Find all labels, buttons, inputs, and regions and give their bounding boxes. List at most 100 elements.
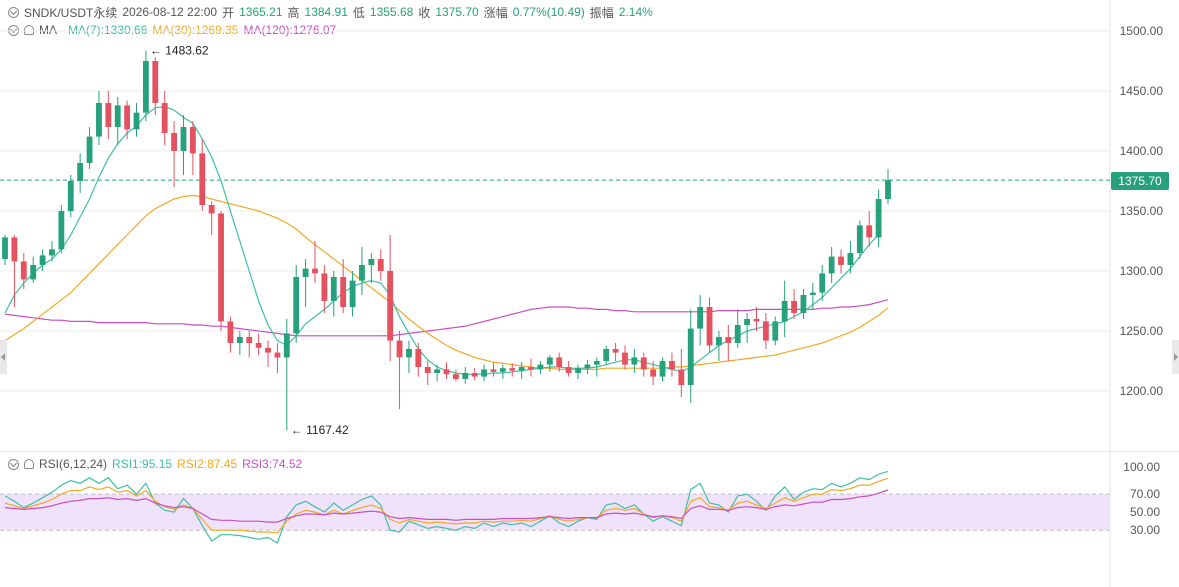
candle <box>396 331 403 409</box>
candle-body <box>424 367 431 373</box>
candle-body <box>359 265 365 281</box>
candle-body <box>669 361 675 370</box>
candle-body <box>697 307 704 329</box>
candle <box>124 100 131 139</box>
candle <box>603 345 610 365</box>
candle-body <box>30 265 37 280</box>
candle <box>847 241 854 274</box>
candlestick-chart[interactable]: 1500.00 1450.00 1400.00 1350.00 1300.00 1250.… <box>0 0 1179 452</box>
candle <box>208 201 215 235</box>
candle-body <box>312 268 318 274</box>
candle <box>424 361 431 385</box>
candle <box>885 169 891 205</box>
candle <box>415 343 422 377</box>
candle-body <box>114 105 121 127</box>
candle-body <box>481 369 487 377</box>
candle <box>875 189 882 247</box>
price-tick-label: 1200.00 <box>1120 384 1164 398</box>
candle-body <box>96 103 102 137</box>
ma-legend: MA MA(7):1330.66 MA(30):1269.35 MA(120):… <box>8 22 341 38</box>
rsi-chart[interactable]: 100.00 70.00 50.00 30.00 <box>0 452 1179 587</box>
candle-body <box>20 261 27 280</box>
candle <box>49 241 55 262</box>
candle-body <box>518 367 525 371</box>
candle <box>142 50 149 121</box>
candle-body <box>584 364 591 369</box>
change-value: 0.77%(10.49) <box>512 5 585 19</box>
candle <box>462 367 469 384</box>
candle <box>359 247 365 295</box>
scroll-right-handle[interactable] <box>1172 340 1179 374</box>
candle-body <box>603 349 610 361</box>
change-label: 涨幅 <box>483 5 508 20</box>
candle <box>218 211 224 331</box>
candle-body <box>631 357 638 365</box>
candle-body <box>800 295 807 313</box>
candle <box>622 345 628 370</box>
candle-body <box>368 259 375 265</box>
scroll-left-handle[interactable] <box>0 340 7 374</box>
rsi-legend: RSI(6,12,24) RSI1:95.15 RSI2:87.45 RSI3:… <box>8 456 307 472</box>
candle <box>255 333 262 355</box>
candle <box>312 241 318 283</box>
candle-body <box>208 205 215 214</box>
candle <box>452 369 459 382</box>
candle <box>321 265 328 313</box>
candle <box>781 280 788 337</box>
candle-body <box>734 325 741 343</box>
amplitude-value: 2.14% <box>618 5 653 19</box>
candle <box>67 175 74 217</box>
rsi-indicator-name[interactable]: RSI(6,12,24) <box>39 457 108 471</box>
candle-body <box>77 163 84 181</box>
rsi3-line <box>4 489 889 523</box>
candle <box>640 352 647 377</box>
candle-body <box>612 349 619 353</box>
candle-body <box>67 181 74 211</box>
ma30-legend: MA(30):1269.35 <box>152 23 239 37</box>
candle-body <box>885 180 891 199</box>
candle <box>631 349 638 373</box>
candle <box>274 343 281 373</box>
candle-body <box>687 328 694 385</box>
candle-body <box>772 321 779 341</box>
candle-body <box>725 337 732 343</box>
candle <box>669 352 675 377</box>
ma7-line <box>4 105 880 375</box>
candle-body <box>847 253 854 265</box>
candle <box>809 283 816 310</box>
candle-body <box>593 361 600 365</box>
candle-body <box>406 349 412 358</box>
candle <box>377 249 384 281</box>
candle <box>199 139 206 211</box>
candle <box>546 355 553 372</box>
candle-body <box>650 369 657 377</box>
candle-body <box>781 301 788 322</box>
candle <box>443 362 450 379</box>
ma-alert-icon[interactable] <box>24 25 34 35</box>
price-tick-label: 1450.00 <box>1120 84 1164 98</box>
ma-indicator-name[interactable]: MA <box>39 23 57 37</box>
candle-body <box>387 271 394 341</box>
candle <box>293 265 300 343</box>
candle-body <box>349 280 356 307</box>
candle <box>791 289 797 319</box>
rsi-alert-icon[interactable] <box>24 459 34 469</box>
rsi-tick-label: 50.00 <box>1130 505 1160 519</box>
candle-body <box>58 211 65 250</box>
candle <box>30 256 37 283</box>
low-value: 1355.68 <box>369 5 414 19</box>
candle <box>340 259 347 313</box>
candle-body <box>556 357 563 367</box>
collapse-toggle-icon[interactable] <box>8 6 19 18</box>
last-price-tag: 1375.70 <box>1111 172 1169 190</box>
candle <box>283 319 290 431</box>
candle-body <box>321 273 328 301</box>
candle-body <box>255 343 262 348</box>
candle <box>537 361 544 375</box>
candle <box>612 343 619 361</box>
rsi-collapse-icon[interactable] <box>8 458 19 470</box>
datetime-label: 2026-08-12 22:00 <box>122 5 218 19</box>
candle <box>584 359 591 375</box>
ma7-legend: MA(7):1330.66 <box>68 23 148 37</box>
ma-collapse-icon[interactable] <box>8 24 19 36</box>
